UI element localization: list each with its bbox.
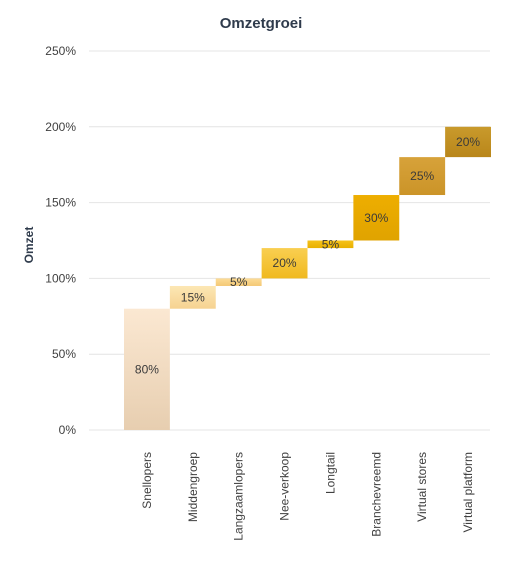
y-tick-label: 250% xyxy=(45,44,76,58)
waterfall-bar xyxy=(124,308,170,430)
waterfall-bar xyxy=(169,285,216,309)
waterfall-bar xyxy=(215,278,262,286)
x-tick-label: Middengroep xyxy=(186,452,200,522)
waterfall-bar xyxy=(399,157,446,196)
waterfall-bar xyxy=(445,126,491,158)
x-tick-label: Longtail xyxy=(323,452,337,494)
data-label: 5% xyxy=(230,275,248,289)
data-label: 25% xyxy=(410,169,434,183)
waterfall-bar xyxy=(353,195,400,241)
y-tick-label: 0% xyxy=(59,423,77,437)
x-tick-label: Virtual stores xyxy=(415,452,429,522)
y-tick-label: 100% xyxy=(45,271,76,285)
chart-title: Omzetgroei xyxy=(220,15,303,32)
x-tick-label: Langzaamlopers xyxy=(232,452,246,541)
data-label: 15% xyxy=(181,290,205,304)
x-tick-label: Branchevreemd xyxy=(369,452,383,537)
data-label: 30% xyxy=(364,211,388,225)
x-tick-label: Nee-verkoop xyxy=(278,452,292,521)
y-tick-label: 200% xyxy=(45,120,76,134)
waterfall-bar xyxy=(307,240,354,249)
y-axis-label: Omzet xyxy=(22,227,36,264)
waterfall-bar xyxy=(261,248,308,279)
data-label: 20% xyxy=(273,256,297,270)
data-label: 20% xyxy=(456,135,480,149)
x-tick-label: Snellopers xyxy=(140,452,154,509)
y-tick-label: 50% xyxy=(52,347,76,361)
y-tick-label: 150% xyxy=(45,196,76,210)
data-label: 80% xyxy=(135,362,159,376)
data-label: 5% xyxy=(322,237,340,251)
x-tick-label: Virtual platform xyxy=(461,452,475,532)
